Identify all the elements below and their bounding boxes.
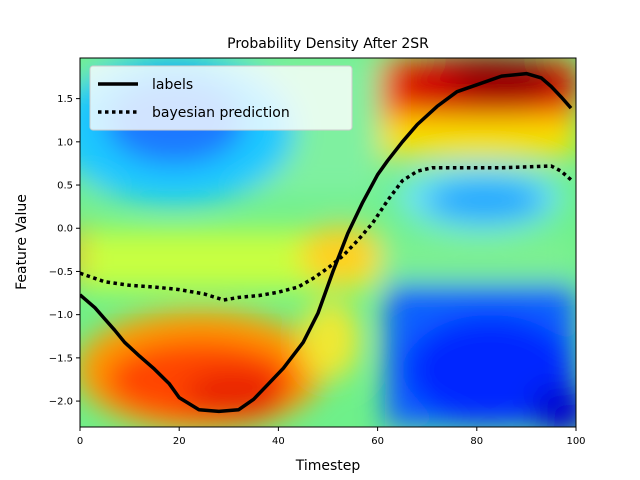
y-tick-label: −0.5 (49, 267, 73, 278)
legend: labels bayesian prediction (89, 65, 353, 131)
y-tick-label: −1.5 (49, 353, 73, 364)
y-tick-label: 0.0 (57, 224, 73, 235)
y-axis: −2.0 −1.5 −1.0 −0.5 0.0 0.5 1.0 1.5 (49, 94, 80, 408)
y-tick-label: 1.0 (57, 137, 73, 148)
labels-series-line (80, 71, 573, 414)
x-tick-label: 100 (566, 436, 585, 447)
x-axis-label: Timestep (295, 458, 361, 474)
y-tick-label: 1.5 (57, 94, 73, 105)
x-tick-label: 0 (77, 436, 83, 447)
legend-box (89, 65, 353, 131)
x-tick-label: 60 (371, 436, 384, 447)
legend-label-bayesian: bayesian prediction (152, 105, 290, 121)
x-tick-label: 40 (272, 436, 285, 447)
legend-label-labels: labels (152, 77, 193, 93)
y-tick-label: −2.0 (49, 397, 73, 408)
plot-frame (79, 57, 577, 428)
y-tick-label: −1.0 (49, 310, 73, 321)
x-tick-label: 80 (470, 436, 483, 447)
x-tick-label: 20 (173, 436, 186, 447)
chart-title: Probability Density After 2SR (227, 36, 429, 52)
y-tick-label: 0.5 (57, 181, 73, 192)
y-axis-label: Feature Value (14, 194, 30, 290)
x-axis: 0 20 40 60 80 100 (77, 427, 586, 447)
